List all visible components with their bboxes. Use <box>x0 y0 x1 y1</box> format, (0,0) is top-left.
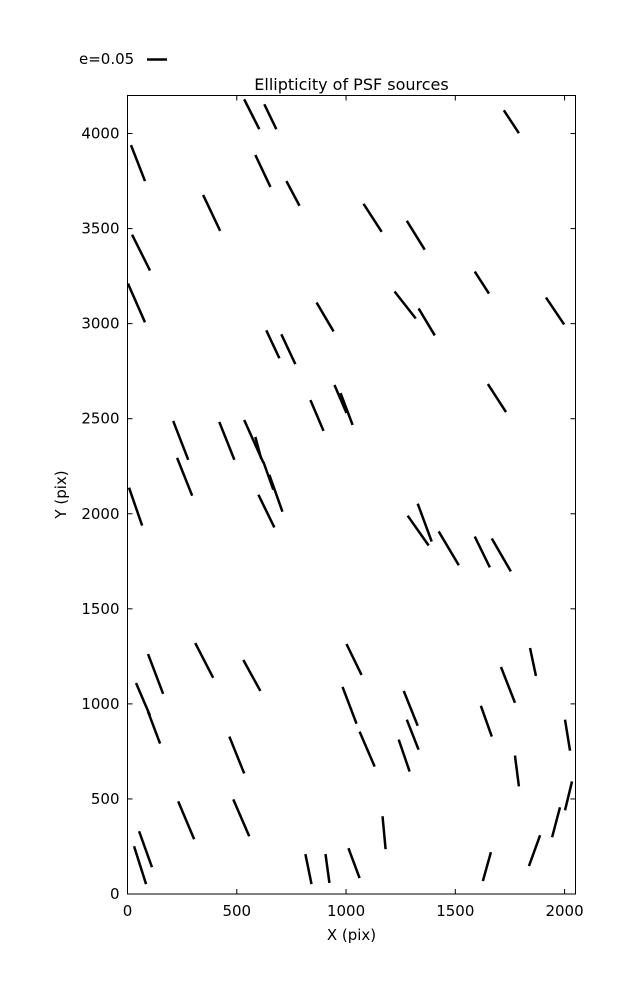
x-tick-label: 2000 <box>545 902 583 920</box>
y-axis-label: Y (pix) <box>52 470 70 519</box>
y-tick-label: 4000 <box>81 125 119 143</box>
psf-ellipticity-stick <box>333 384 348 414</box>
psf-ellipticity-stick <box>280 333 297 365</box>
psf-ellipticity-stick <box>175 457 194 497</box>
psf-ellipticity-stick <box>146 653 165 695</box>
psf-ellipticity-stick <box>381 816 387 850</box>
psf-ellipticity-stick <box>341 686 358 725</box>
psf-ellipticity-stick <box>304 853 313 885</box>
y-tick-labels: 0 500 1000 1500 2000 2500 3000 3500 4000 <box>81 125 119 903</box>
legend: e=0.05 <box>79 50 167 68</box>
psf-ellipticity-stick <box>405 719 420 751</box>
psf-ellipticity-stick <box>405 220 426 251</box>
x-tick-label: 500 <box>222 902 251 920</box>
psf-ellipticity-stick <box>473 270 491 295</box>
psf-ellipticity-stick <box>194 642 215 679</box>
plot-title: Ellipticity of PSF sources <box>254 75 448 94</box>
y-tick-label: 1000 <box>81 695 119 713</box>
psf-ellipticity-stick <box>218 421 236 461</box>
psf-ellipticity-stick <box>527 834 542 867</box>
psf-ellipticity-stick <box>347 847 361 879</box>
psf-ellipticity-stick <box>513 755 521 787</box>
psf-ellipticity-stick <box>257 494 276 528</box>
psf-ellipticity-stick <box>473 536 491 568</box>
psf-ellipticity-stick <box>563 719 572 751</box>
psf-ellipticity-stick <box>362 203 383 233</box>
psf-ellipticity-stick <box>393 290 417 320</box>
y-tick-label: 2500 <box>81 410 119 428</box>
psf-ellipticity-stick <box>268 474 284 513</box>
psf-sticks <box>126 98 574 885</box>
x-tick-label: 0 <box>123 902 133 920</box>
psf-ellipticity-stick <box>254 436 263 460</box>
psf-ellipticity-stick <box>563 781 574 811</box>
psf-ellipticity-stick <box>397 739 411 772</box>
psf-ellipticity-stick <box>499 666 517 704</box>
psf-ellipticity-stick <box>137 830 154 868</box>
psf-ellipticity-stick <box>315 301 335 333</box>
psf-ellipticity-stick <box>402 690 419 727</box>
legend-label: e=0.05 <box>79 50 134 68</box>
psf-ellipticity-stick <box>172 420 190 461</box>
psf-ellipticity-stick <box>479 705 493 737</box>
y-tick-label: 500 <box>91 790 120 808</box>
psf-ellipticity-stick <box>265 329 281 359</box>
psf-ellipticity-stick <box>130 234 152 272</box>
psf-ellipticity-stick <box>481 851 493 882</box>
psf-ellipticity-stick <box>127 487 144 526</box>
psf-ellipticity-stick <box>232 798 251 837</box>
psf-ellipticity-stick <box>345 643 363 676</box>
psf-ellipticity-stick <box>309 399 325 432</box>
y-tick-label: 1500 <box>81 600 119 618</box>
psf-ellipticity-stick <box>134 682 152 717</box>
psf-ellipticity-stick <box>437 530 460 566</box>
psf-ellipticity-stick <box>528 647 538 677</box>
psf-ellipticity-stick <box>502 109 520 134</box>
psf-ellipticity-stick <box>146 711 162 745</box>
psf-ellipticity-stick <box>228 736 246 774</box>
axes-frame <box>127 95 576 895</box>
psf-ellipticity-stick <box>132 845 148 885</box>
x-tick-label: 1500 <box>436 902 474 920</box>
psf-ellipticity-stick <box>358 731 376 768</box>
psf-ellipticity-stick <box>177 800 196 840</box>
y-tick-label: 3500 <box>81 220 119 238</box>
y-tick-label: 2000 <box>81 505 119 523</box>
psf-ellipticity-stick <box>243 98 261 130</box>
tick-marks <box>127 95 576 895</box>
psf-ellipticity-stick <box>406 514 430 547</box>
psf-ellipticity-stick <box>285 180 301 207</box>
psf-ellipticity-stick <box>242 659 262 692</box>
psf-ellipticity-stick <box>416 503 433 542</box>
y-tick-label: 3000 <box>81 315 119 333</box>
psf-ellipticity-stick <box>254 154 272 188</box>
psf-ellipticity-stick <box>417 307 436 337</box>
psf-ellipticity-stick <box>339 392 354 426</box>
x-tick-label: 1000 <box>327 902 365 920</box>
x-tick-labels: 0 500 1000 1500 2000 <box>123 902 584 920</box>
psf-ellipticity-stick <box>201 194 222 232</box>
psf-ellipticity-stick <box>550 806 562 838</box>
psf-ellipticity-stick <box>486 383 508 413</box>
psf-ellipticity-stick <box>544 296 566 326</box>
psf-ellipticity-stick <box>324 853 331 884</box>
y-tick-label: 0 <box>110 885 120 903</box>
psf-ellipticity-stick <box>129 144 147 182</box>
psf-ellipticity-stick <box>263 103 278 130</box>
x-axis-label: X (pix) <box>327 926 376 944</box>
psf-ellipticity-stick <box>126 283 147 323</box>
psf-ellipticity-stick <box>490 537 512 572</box>
